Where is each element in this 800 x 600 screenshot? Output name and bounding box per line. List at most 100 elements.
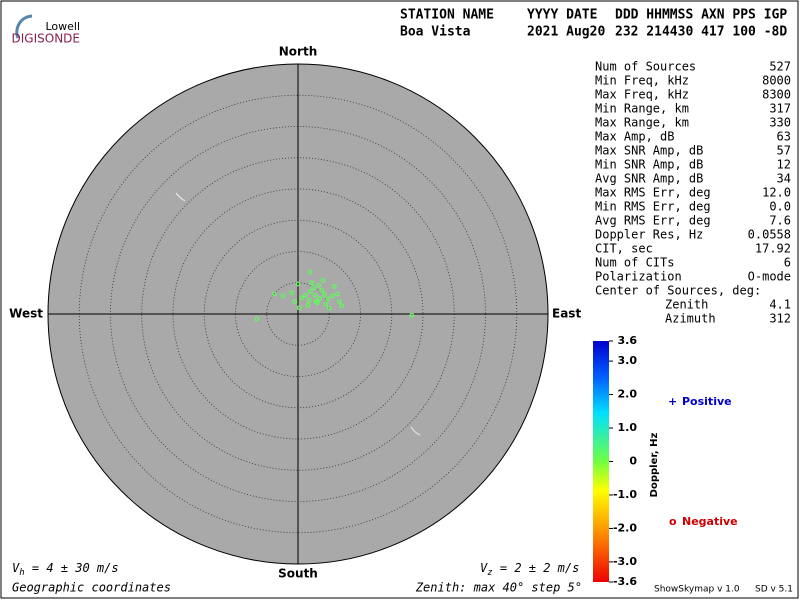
source-point bbox=[303, 292, 308, 298]
stat-value: 12 bbox=[777, 158, 791, 172]
source-point bbox=[292, 299, 298, 304]
stat-value: 8300 bbox=[762, 88, 791, 102]
logo-top: Lowell bbox=[45, 20, 80, 33]
stat-label: Max Range, km bbox=[595, 116, 689, 130]
source-point bbox=[307, 269, 313, 275]
colorbar-tick-label: 2.0 bbox=[618, 388, 638, 401]
source-point bbox=[323, 301, 329, 307]
colorbar-tick-label: -3.0 bbox=[613, 555, 637, 568]
source-point bbox=[271, 291, 277, 297]
negative-label: Negative bbox=[682, 515, 738, 528]
source-point bbox=[325, 296, 331, 302]
header-value: Boa Vista bbox=[400, 25, 471, 40]
source-point bbox=[334, 291, 340, 297]
source-point bbox=[299, 295, 305, 301]
colorbar-tick-label: 1.0 bbox=[618, 421, 638, 434]
positive-symbol: + bbox=[668, 395, 677, 408]
stat-label: Max SNR Amp, dB bbox=[595, 144, 703, 158]
header-value: 2021 Aug20 bbox=[527, 25, 605, 40]
source-point bbox=[313, 299, 319, 304]
north-label: North bbox=[279, 45, 317, 59]
source-point bbox=[319, 287, 325, 293]
stat-value: 527 bbox=[769, 60, 791, 74]
stat-value: 34 bbox=[777, 172, 791, 186]
source-point bbox=[289, 290, 295, 296]
stat-label: Max Freq, kHz bbox=[595, 88, 689, 102]
zenith-note: Zenith: max 40° step 5° bbox=[415, 581, 582, 595]
colorbar-tick-label: -3.6 bbox=[613, 575, 637, 588]
coords: Geographic coordinates bbox=[12, 581, 171, 595]
header-label: STATION NAME bbox=[400, 8, 494, 23]
source-point bbox=[339, 303, 345, 309]
stat-value: 317 bbox=[769, 102, 791, 116]
colorbar-tick-label: 0 bbox=[629, 455, 637, 468]
stat-label: Num of CITs bbox=[595, 256, 674, 270]
source-point bbox=[312, 292, 318, 298]
source-point bbox=[409, 312, 415, 318]
source-point bbox=[296, 305, 302, 311]
source-point bbox=[306, 297, 312, 303]
stat-value: O-mode bbox=[748, 270, 791, 284]
source-point bbox=[311, 285, 317, 291]
header-label: DDD HHMMSS AXN PPS IGP bbox=[615, 8, 787, 23]
source-point bbox=[320, 277, 326, 283]
source-point bbox=[305, 302, 311, 308]
positive-label: Positive bbox=[682, 395, 732, 408]
stat-value: 63 bbox=[777, 130, 791, 144]
east-label: East bbox=[552, 307, 581, 321]
colorbar-tick-label: 3.6 bbox=[618, 334, 638, 347]
program: ShowSkymap v 1.0 bbox=[654, 585, 740, 595]
stat-label: Min Freq, kHz bbox=[595, 74, 689, 88]
vh: Vh = 4 ± 30 m/s bbox=[12, 561, 119, 578]
colorbar-tick-label: 3.0 bbox=[618, 354, 638, 367]
source-point bbox=[336, 299, 342, 304]
stat-value: 0.0 bbox=[769, 200, 791, 214]
stat-value: 8000 bbox=[762, 74, 791, 88]
stat-label: Num of Sources bbox=[595, 60, 696, 74]
stat-value: 7.6 bbox=[769, 214, 791, 228]
source-point bbox=[326, 305, 332, 311]
negative-symbol: o bbox=[669, 515, 677, 528]
colorbar-label: Doppler, Hz bbox=[649, 433, 660, 498]
colorbar bbox=[593, 341, 609, 582]
header-value: 232 214430 417 100 -8D bbox=[615, 25, 787, 40]
stat-value: 6 bbox=[784, 256, 791, 270]
south-label: South bbox=[278, 567, 318, 581]
logo-swoosh bbox=[15, 14, 33, 39]
version: SD v 5.1 bbox=[755, 585, 793, 595]
vz: Vz = 2 ± 2 m/s bbox=[480, 561, 579, 578]
stat-label: Doppler Res, Hz bbox=[595, 228, 703, 242]
stat-value: 57 bbox=[777, 144, 791, 158]
center-value: 4.1 bbox=[769, 298, 791, 312]
stat-label: Avg RMS Err, deg bbox=[595, 214, 711, 228]
source-point bbox=[316, 282, 322, 288]
stat-label: Min Range, km bbox=[595, 102, 689, 116]
center-label: Zenith bbox=[665, 298, 708, 312]
artifact bbox=[175, 192, 186, 202]
colorbar-tick-label: -1.0 bbox=[613, 488, 637, 501]
artifact bbox=[410, 426, 421, 436]
stat-label: CIT, sec bbox=[595, 242, 653, 256]
source-point bbox=[254, 316, 260, 322]
center-label: Azimuth bbox=[665, 312, 716, 326]
stat-value: 17.92 bbox=[755, 242, 791, 256]
source-point bbox=[331, 284, 337, 289]
source-point bbox=[280, 293, 286, 299]
stat-label: Max RMS Err, deg bbox=[595, 186, 711, 200]
stat-label: Min RMS Err, deg bbox=[595, 200, 711, 214]
center-title: Center of Sources, deg: bbox=[595, 284, 761, 298]
stat-value: 0.0558 bbox=[748, 228, 791, 242]
stat-value: 330 bbox=[769, 116, 791, 130]
source-point bbox=[295, 281, 301, 287]
logo-bottom: DIGISONDE bbox=[12, 32, 80, 46]
stat-label: Avg SNR Amp, dB bbox=[595, 172, 703, 186]
source-point bbox=[308, 289, 313, 294]
source-point bbox=[309, 280, 315, 286]
west-label: West bbox=[9, 307, 43, 321]
stat-value: 12.0 bbox=[762, 186, 791, 200]
header-label: YYYY DATE bbox=[527, 8, 597, 23]
source-point bbox=[317, 295, 323, 301]
source-point bbox=[321, 292, 327, 298]
